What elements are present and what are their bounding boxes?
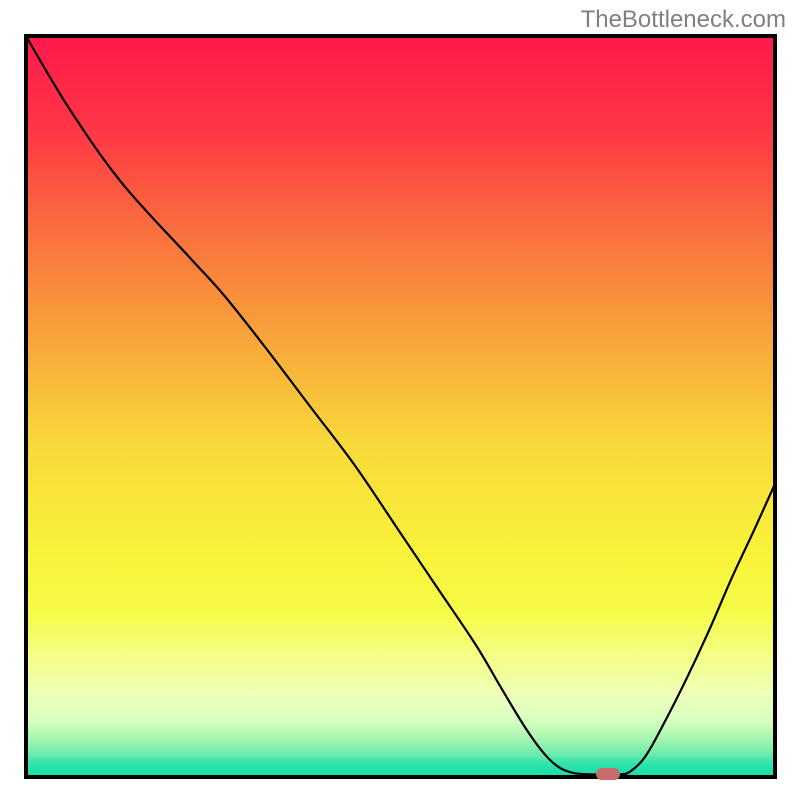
chart-svg: [24, 34, 777, 779]
bottleneck-chart: [24, 34, 777, 779]
watermark-text: TheBottleneck.com: [581, 6, 786, 34]
bottleneck-marker: [596, 768, 620, 780]
